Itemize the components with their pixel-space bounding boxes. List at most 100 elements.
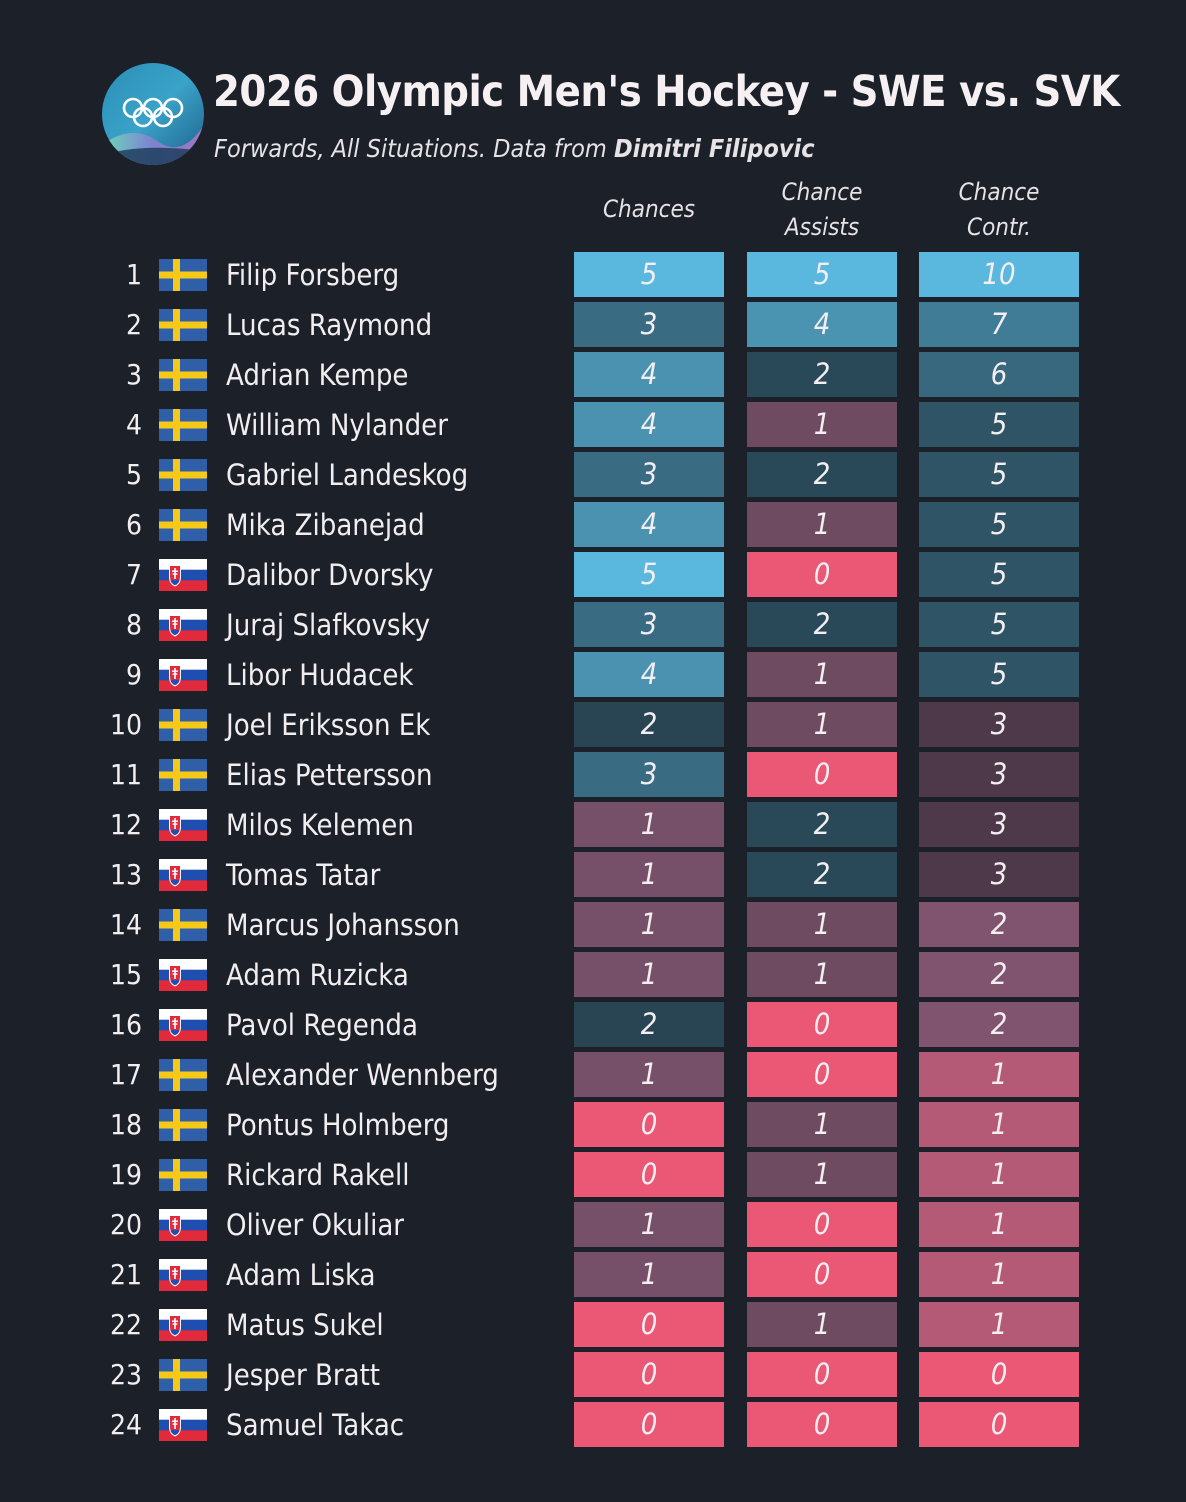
table-row: 13 Tomas Tatar 1 2 3: [0, 850, 1186, 900]
player-name: Rickard Rakell: [226, 1158, 410, 1192]
value-cell: 10: [919, 252, 1079, 297]
table-row: 20 Oliver Okuliar 1 0 1: [0, 1200, 1186, 1250]
slovakia-flag-icon: [159, 1259, 207, 1291]
rank-label: 6: [125, 508, 142, 541]
value-cell: 1: [574, 852, 724, 897]
player-name: Alexander Wennberg: [226, 1058, 499, 1092]
rank-label: 24: [109, 1408, 142, 1441]
value-cell: 2: [919, 1002, 1079, 1047]
value-cell: 5: [919, 602, 1079, 647]
table-row: 15 Adam Ruzicka 1 1 2: [0, 950, 1186, 1000]
player-name: Elias Pettersson: [226, 758, 433, 792]
player-name: Tomas Tatar: [226, 858, 381, 892]
value-cell: 1: [747, 1302, 897, 1347]
rank-label: 22: [109, 1308, 142, 1341]
slovakia-flag-icon: [159, 1009, 207, 1041]
table-row: 2 Lucas Raymond 3 4 7: [0, 300, 1186, 350]
column-header-line: Chances: [602, 195, 696, 223]
player-name: Dalibor Dvorsky: [226, 558, 434, 592]
slovakia-flag-icon: [159, 959, 207, 991]
value-cell: 2: [574, 1002, 724, 1047]
table-row: 1 Filip Forsberg 5 5 10: [0, 250, 1186, 300]
player-name: Filip Forsberg: [226, 258, 400, 292]
value-cell: 1: [574, 902, 724, 947]
sweden-flag-icon: [159, 459, 207, 491]
player-name: Adam Liska: [226, 1258, 376, 1292]
sweden-flag-icon: [159, 259, 207, 291]
value-cell: 1: [574, 802, 724, 847]
slovakia-flag-icon: [159, 609, 207, 641]
slovakia-flag-icon: [159, 1309, 207, 1341]
slovakia-flag-icon: [159, 809, 207, 841]
player-name: Matus Sukel: [226, 1308, 384, 1342]
value-cell: 0: [747, 1052, 897, 1097]
value-cell: 1: [574, 952, 724, 997]
rank-label: 7: [125, 558, 142, 591]
rank-label: 9: [125, 658, 142, 691]
rank-label: 4: [125, 408, 142, 441]
chart-title: 2026 Olympic Men's Hockey - SWE vs. SVK: [213, 67, 1120, 117]
column-header-1: Chance Assists: [732, 175, 912, 245]
subtitle-prefix: Forwards, All Situations. Data from: [214, 134, 614, 163]
table-row: 18 Pontus Holmberg 0 1 1: [0, 1100, 1186, 1150]
value-cell: 1: [747, 502, 897, 547]
rank-label: 5: [125, 458, 142, 491]
value-cell: 0: [574, 1352, 724, 1397]
player-name: Pontus Holmberg: [226, 1108, 450, 1142]
rank-label: 18: [109, 1108, 142, 1141]
sweden-flag-icon: [159, 309, 207, 341]
rank-label: 11: [109, 758, 142, 791]
player-name: Libor Hudacek: [226, 658, 414, 692]
table-row: 4 William Nylander 4 1 5: [0, 400, 1186, 450]
value-cell: 4: [574, 502, 724, 547]
sweden-flag-icon: [159, 1159, 207, 1191]
value-cell: 5: [919, 652, 1079, 697]
slovakia-flag-icon: [159, 559, 207, 591]
table-row: 10 Joel Eriksson Ek 2 1 3: [0, 700, 1186, 750]
value-cell: 3: [574, 752, 724, 797]
value-cell: 0: [747, 552, 897, 597]
value-cell: 1: [919, 1052, 1079, 1097]
sweden-flag-icon: [159, 759, 207, 791]
player-name: Lucas Raymond: [226, 308, 433, 342]
slovakia-flag-icon: [159, 1209, 207, 1241]
value-cell: 0: [747, 1202, 897, 1247]
rank-label: 20: [109, 1208, 142, 1241]
table-row: 9 Libor Hudacek 4 1 5: [0, 650, 1186, 700]
rank-label: 12: [109, 808, 142, 841]
value-cell: 1: [747, 1102, 897, 1147]
value-cell: 3: [574, 302, 724, 347]
value-cell: 1: [747, 702, 897, 747]
table-row: 22 Matus Sukel 0 1 1: [0, 1300, 1186, 1350]
column-header-line: Contr.: [967, 213, 1031, 241]
value-cell: 2: [747, 602, 897, 647]
value-cell: 0: [747, 1352, 897, 1397]
value-cell: 4: [574, 652, 724, 697]
table-row: 7 Dalibor Dvorsky 5 0 5: [0, 550, 1186, 600]
player-name: Marcus Johansson: [226, 908, 460, 942]
value-cell: 1: [574, 1052, 724, 1097]
value-cell: 2: [747, 452, 897, 497]
rank-label: 3: [125, 358, 142, 391]
table-row: 16 Pavol Regenda 2 0 2: [0, 1000, 1186, 1050]
table-row: 8 Juraj Slafkovsky 3 2 5: [0, 600, 1186, 650]
value-cell: 0: [574, 1102, 724, 1147]
table-row: 5 Gabriel Landeskog 3 2 5: [0, 450, 1186, 500]
olympic-rings-icon: [102, 63, 204, 165]
column-header-line: Assists: [784, 213, 860, 241]
rank-label: 16: [109, 1008, 142, 1041]
column-header-0: Chances: [559, 192, 739, 227]
value-cell: 5: [919, 552, 1079, 597]
value-cell: 1: [574, 1202, 724, 1247]
value-cell: 3: [919, 752, 1079, 797]
rank-label: 14: [109, 908, 142, 941]
table-row: 23 Jesper Bratt 0 0 0: [0, 1350, 1186, 1400]
chart-subtitle: Forwards, All Situations. Data from Dimi…: [214, 132, 815, 166]
value-cell: 1: [747, 652, 897, 697]
value-cell: 0: [747, 1402, 897, 1447]
slovakia-flag-icon: [159, 1409, 207, 1441]
player-name: Pavol Regenda: [226, 1008, 418, 1042]
sweden-flag-icon: [159, 409, 207, 441]
value-cell: 3: [919, 852, 1079, 897]
rank-label: 10: [109, 708, 142, 741]
